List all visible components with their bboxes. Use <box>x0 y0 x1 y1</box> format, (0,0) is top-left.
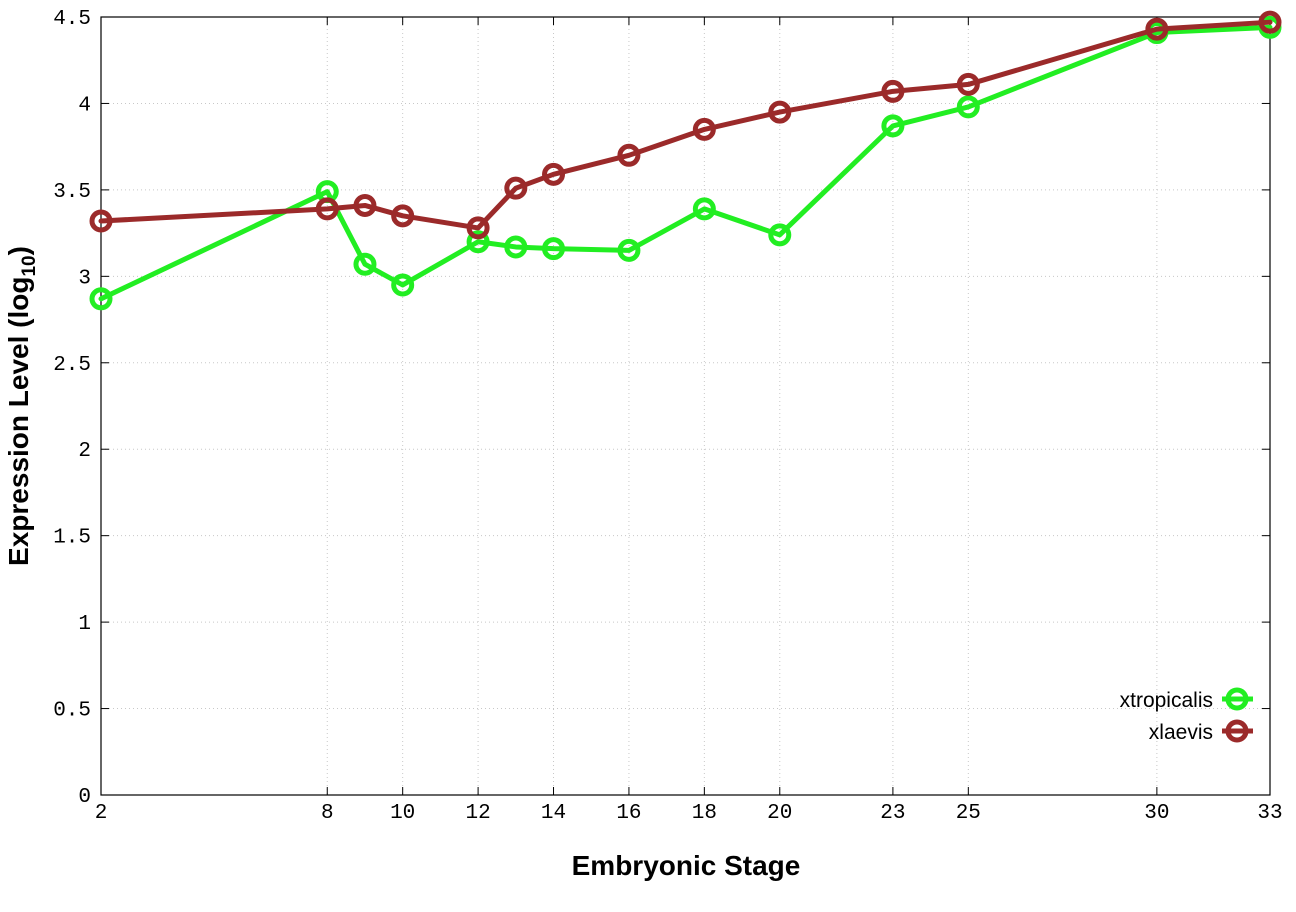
grid <box>101 17 1270 795</box>
plot-frame <box>100 16 1271 796</box>
data-point-xlaevis <box>956 72 980 96</box>
y-axis-title-close: ) <box>3 246 34 255</box>
data-point-xlaevis <box>692 117 716 141</box>
x-tick-label: 30 <box>1144 802 1169 825</box>
x-tick-label: 20 <box>767 802 792 825</box>
legend-label-xtropicalis: xtropicalis <box>1120 689 1213 712</box>
y-tick-label: 1 <box>78 613 91 636</box>
data-point-xlaevis <box>353 193 377 217</box>
data-point-xtropicalis <box>542 237 566 261</box>
y-tick-label: 0.5 <box>53 700 91 723</box>
legend-label-xlaevis: xlaevis <box>1149 721 1213 744</box>
data-point-xtropicalis <box>881 114 905 138</box>
y-tick-label: 4.5 <box>53 8 91 31</box>
x-tick-label: 2 <box>95 802 108 825</box>
x-tick-label: 18 <box>692 802 717 825</box>
data-point-xlaevis <box>1258 10 1282 34</box>
axis-ticks: 0 0.5 1 1.5 2 2.5 3 3.5 4 4.5 2 8 10 12 14 16 18 20 23 25 30… <box>53 8 1282 825</box>
y-axis-title-subscript: 10 <box>19 255 40 276</box>
x-tick-label: 16 <box>616 802 641 825</box>
legend: xtropicalis xlaevis <box>1120 687 1253 744</box>
y-tick-label: 3 <box>78 267 91 290</box>
y-tick-label: 1.5 <box>53 527 91 550</box>
data-point-xlaevis <box>466 216 490 240</box>
data-point-xtropicalis <box>768 223 792 247</box>
data-point-xtropicalis <box>617 238 641 262</box>
data-point-xtropicalis <box>504 235 528 259</box>
x-tick-label: 8 <box>321 802 334 825</box>
x-tick-label: 23 <box>880 802 905 825</box>
y-axis-title: Expression Level (log10) <box>3 246 40 566</box>
data-point-xtropicalis <box>692 197 716 221</box>
data-point-xlaevis <box>542 162 566 186</box>
data-point-xlaevis <box>1145 17 1169 41</box>
data-point-xtropicalis <box>353 252 377 276</box>
data-point-xtropicalis <box>466 230 490 254</box>
data-point-xtropicalis <box>956 95 980 119</box>
series-line-xtropicalis <box>98 24 1273 302</box>
data-point-xtropicalis <box>89 287 113 311</box>
y-tick-label: 2 <box>78 440 91 463</box>
data-point-xlaevis <box>504 176 528 200</box>
data-point-xlaevis <box>617 143 641 167</box>
x-tick-label: 12 <box>465 802 490 825</box>
legend-marker-xlaevis <box>1225 719 1249 743</box>
data-point-xlaevis <box>89 209 113 233</box>
data-point-xlaevis <box>391 204 415 228</box>
x-tick-label: 33 <box>1257 802 1282 825</box>
data-point-xlaevis <box>768 100 792 124</box>
data-point-xlaevis <box>881 79 905 103</box>
data-point-xlaevis <box>315 197 339 221</box>
y-tick-label: 4 <box>78 94 91 117</box>
y-axis-title-main: Expression Level (log <box>3 277 34 566</box>
x-tick-label: 10 <box>390 802 415 825</box>
x-tick-label: 25 <box>956 802 981 825</box>
y-tick-label: 2.5 <box>53 354 91 377</box>
series-layer <box>89 10 1282 311</box>
data-point-xtropicalis <box>391 273 415 297</box>
y-tick-label: 0 <box>78 786 91 809</box>
series-line-xlaevis <box>98 19 1273 231</box>
x-axis-title: Embryonic Stage <box>572 850 801 881</box>
legend-marker-xtropicalis <box>1225 687 1249 711</box>
y-tick-label: 3.5 <box>53 181 91 204</box>
x-tick-label: 14 <box>541 802 566 825</box>
